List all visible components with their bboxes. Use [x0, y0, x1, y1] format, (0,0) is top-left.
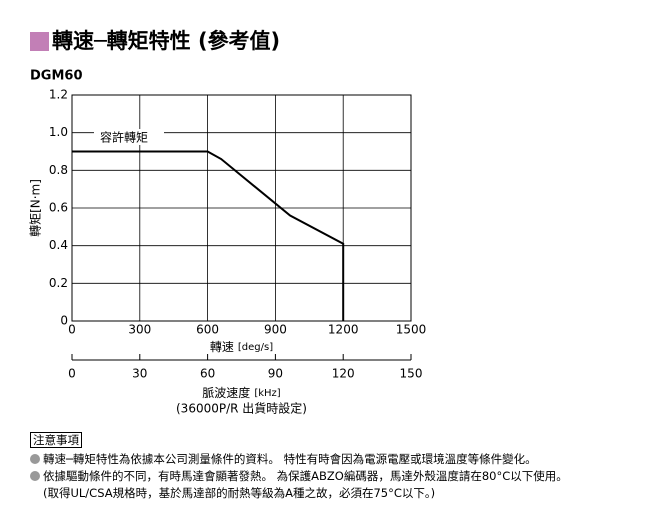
series-label: 容許轉矩 [100, 130, 148, 145]
chart: 轉速─轉矩特性 (參考值) DGM60 轉矩[N·m] 0 0.2 0.4 0.6 0.… [29, 29, 427, 416]
y-tick-label: 1.2 [49, 88, 68, 102]
y-tick-label: 0 [60, 314, 68, 328]
note-text: 依據驅動條件的不同，有時馬達會顯著發熱。 為保護ABZO編碼器，馬達外殼溫度請在… [43, 469, 568, 483]
note-text: (取得UL/CSA規格時，基於馬達部的耐熱等級為A種之故，必須在75°C以下。) [43, 486, 436, 500]
plot-frame [71, 94, 412, 322]
x-tick-label: 600 [196, 323, 219, 337]
subtitle: DGM60 [30, 69, 83, 84]
y-tick-label: 0.8 [49, 163, 68, 177]
x2-label: 脈波速度 [kHz] [202, 385, 280, 400]
x-tick-label: 0 [68, 323, 76, 337]
note-line: 轉速─轉矩特性為依據本公司測量條件的資料。 特性有時會因為電源電壓或環境溫度等條… [30, 451, 568, 468]
note-line: 依據驅動條件的不同，有時馬達會顯著發熱。 為保護ABZO編碼器，馬達外殼溫度請在… [30, 468, 568, 485]
x2-tick-label: 0 [68, 367, 76, 381]
x2-tick-label: 150 [400, 367, 423, 381]
y-tick-label: 0.2 [49, 276, 68, 290]
bullet [30, 471, 40, 481]
x2-tick-label: 90 [268, 367, 283, 381]
x-tick-label: 300 [128, 323, 151, 337]
note-line: (取得UL/CSA規格時，基於馬達部的耐熱等級為A種之故，必須在75°C以下。) [30, 485, 568, 502]
y-tick-label: 0.4 [49, 238, 68, 252]
x2-tick-label: 120 [332, 367, 355, 381]
x-tick-label: 1200 [328, 323, 359, 337]
title-marker [30, 32, 49, 51]
x2-label-text: 脈波速度 [202, 385, 250, 400]
y-tick-label: 0.6 [49, 201, 68, 215]
notes-heading-row: 注意事項 [30, 432, 568, 451]
x-label-text: 轉速 [210, 340, 234, 354]
x2-label-unit: [kHz] [254, 388, 280, 399]
annotation-bg [94, 129, 164, 145]
x2-tick-label: 30 [132, 367, 147, 381]
y-label: 轉矩[N·m] [29, 179, 43, 237]
notes-heading: 注意事項 [30, 432, 82, 448]
x-label: 轉速 [deg/s] [210, 340, 273, 354]
x-tick-label: 900 [264, 323, 287, 337]
x2-tick-label: 60 [200, 367, 215, 381]
note-text: 轉速─轉矩特性為依據本公司測量條件的資料。 特性有時會因為電源電壓或環境溫度等條… [43, 452, 537, 466]
title: 轉速─轉矩特性 (參考值) [52, 29, 280, 53]
x-tick-label: 1500 [396, 323, 427, 337]
x2-note: (36000P/R 出貨時設定) [176, 401, 307, 416]
bullet [30, 454, 40, 464]
x-label-unit: [deg/s] [238, 342, 273, 353]
y-tick-label: 1.0 [49, 125, 68, 139]
data-line [72, 150, 345, 321]
notes: 注意事項轉速─轉矩特性為依據本公司測量條件的資料。 特性有時會因為電源電壓或環境… [30, 432, 568, 502]
